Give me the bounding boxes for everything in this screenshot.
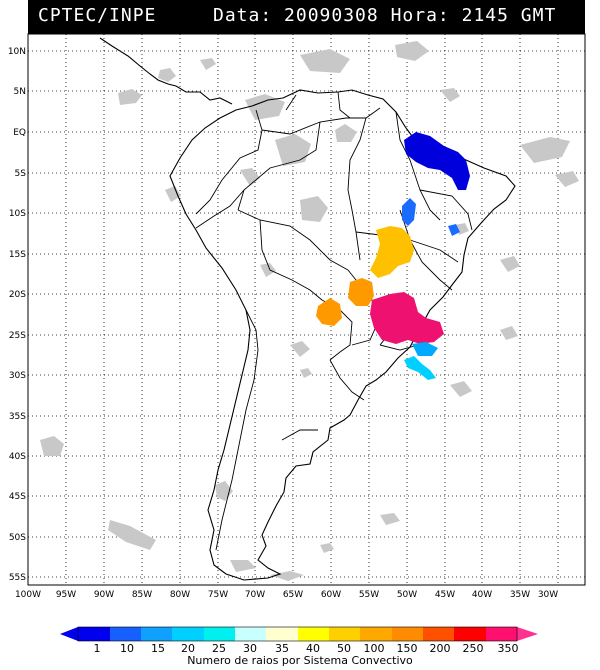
colorbar-swatch [141,627,172,641]
colorbar-swatch [329,627,360,641]
colorbar-swatch [110,627,141,641]
map-frame [27,33,586,586]
system-orange-west [316,298,342,326]
lat-label: 10S [9,209,26,219]
lat-label: 25S [9,331,26,341]
lon-label: 65W [283,590,303,600]
lon-label: 85W [132,590,152,600]
colorbar: 1 10 15 20 25 30 35 40 50 100 150 200 25… [60,626,538,655]
colorbar-tick: 350 [498,642,519,655]
lat-label: 35S [9,412,26,422]
system-magenta-main [370,292,444,344]
colorbar-swatch [486,627,517,641]
lat-label: 10N [8,47,26,57]
lon-label: 45W [435,590,455,600]
lon-label: 95W [56,590,76,600]
system-orange-center [348,278,374,306]
lon-label: 75W [208,590,228,600]
lon-label: 55W [359,590,379,600]
colorbar-swatch [266,627,298,641]
latitude-labels: 10N 5N EQ 5S 10S 15S 20S 25S 30S 35S 40S… [8,47,26,583]
lon-label: 40W [472,590,492,600]
lat-label: EQ [13,128,26,138]
lat-label: 5N [14,87,26,97]
colorbar-tick: 35 [275,642,289,655]
map-header: CPTEC/INPE Data: 20090308 Hora: 2145 GMT [28,0,585,34]
lat-label: 40S [9,452,26,462]
system-yellow-upper [370,226,414,278]
colorbar-tick: 250 [463,642,484,655]
convective-systems [316,132,470,380]
colorbar-tick: 10 [120,642,134,655]
lon-label: 50W [397,590,417,600]
colorbar-swatch [235,627,266,641]
colorbar-swatch [204,627,235,641]
cloud-cover [40,41,579,581]
colorbar-swatch [172,627,204,641]
system-central-blue [402,198,416,226]
colorbar-swatch [454,627,486,641]
time-value: 2145 GMT [461,5,557,26]
colorbar-tick: 50 [337,642,351,655]
lat-label: 20S [9,290,26,300]
colorbar-tick: 20 [181,642,195,655]
colorbar-tick: 100 [364,642,385,655]
time-label: Hora: [390,5,450,26]
colorbar-tick: 25 [212,642,226,655]
system-north-coast [404,132,470,190]
colorbar-swatch [392,627,423,641]
datetime-label: Data: 20090308 Hora: 2145 GMT [213,5,556,26]
date-value: 20090308 [284,5,379,26]
source-label: CPTEC/INPE [38,5,157,26]
colorbar-tick: 15 [151,642,165,655]
lon-label: 60W [321,590,341,600]
colorbar-title: Numero de raios por Sistema Convectivo [187,654,413,667]
colorbar-tick: 200 [430,642,451,655]
longitude-labels: 100W 95W 90W 85W 80W 75W 70W 65W 60W 55W… [15,590,558,600]
lon-label: 35W [510,590,530,600]
central-america-coastline [99,37,233,105]
colorbar-swatch [423,627,454,641]
date-label: Data: [213,5,273,26]
system-light-blue-south [412,342,438,356]
lat-label: 15S [9,250,26,260]
colorbar-tick: 30 [243,642,257,655]
lon-label: 100W [15,590,41,600]
lat-label: 55S [9,573,26,583]
colorbar-tick: 1 [94,642,101,655]
lon-label: 30W [538,590,558,600]
lon-label: 80W [170,590,190,600]
lat-label: 5S [15,169,27,179]
colorbar-tick: 150 [397,642,418,655]
system-small-blue [448,224,460,236]
lat-label: 30S [9,371,26,381]
system-cyan-coast [404,356,436,380]
colorbar-tick: 40 [306,642,320,655]
lat-label: 45S [9,492,26,502]
lon-label: 70W [245,590,265,600]
lon-label: 90W [94,590,114,600]
lat-label: 50S [9,533,26,543]
colorbar-swatch [298,627,329,641]
colorbar-right-arrow [517,627,538,641]
colorbar-swatch [78,627,110,641]
colorbar-left-arrow [60,627,78,641]
colorbar-swatch [360,627,392,641]
